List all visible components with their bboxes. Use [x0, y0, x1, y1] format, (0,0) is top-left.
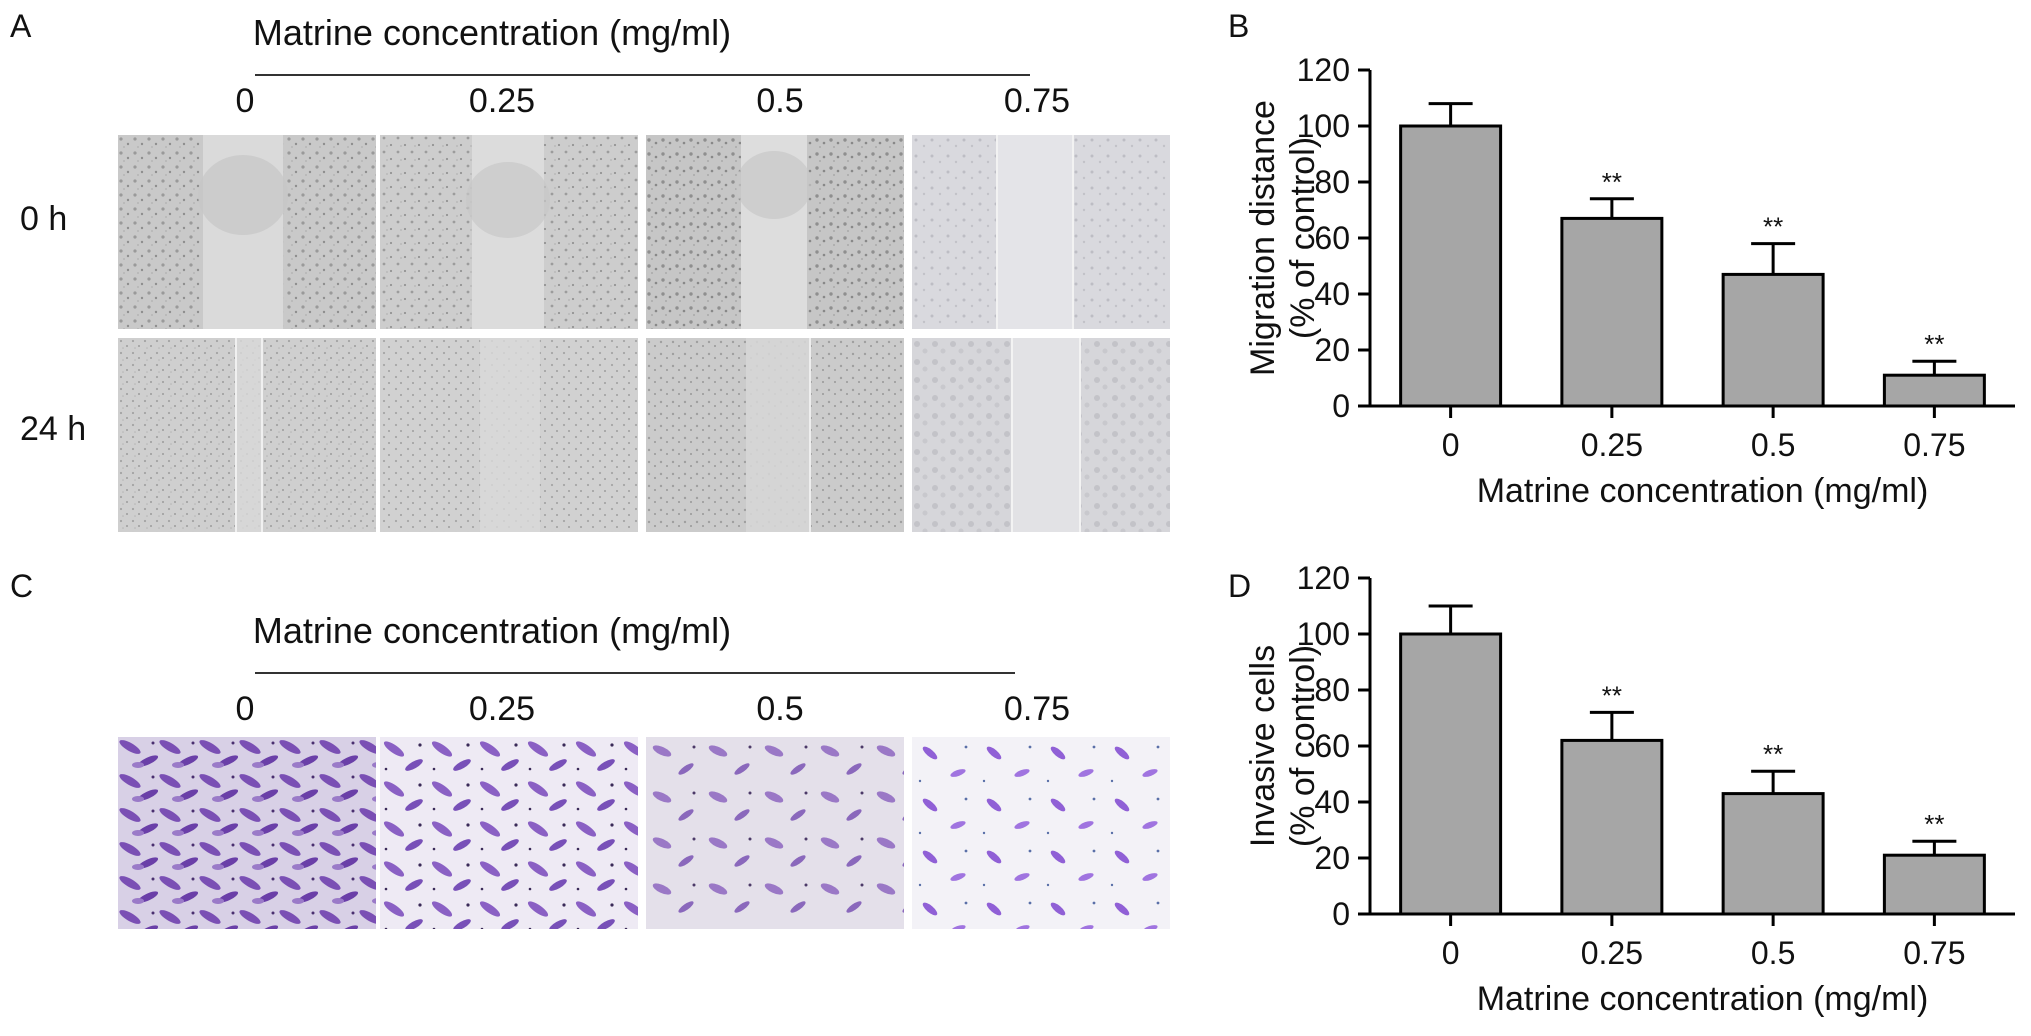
invasion-ytick-label-3: 60 [1314, 728, 1350, 764]
wound-image-24h-1 [380, 338, 638, 532]
migration-category-label-0: 0 [1442, 427, 1460, 463]
invasion-significance-2: ** [1763, 739, 1783, 769]
migration-ytick-label-1: 20 [1314, 332, 1350, 368]
invasion-significance-3: ** [1924, 809, 1944, 839]
panel-a-conc-1: 0.25 [468, 82, 536, 120]
migration-ytick-label-2: 40 [1314, 276, 1350, 312]
migration-category-label-1: 0.25 [1581, 427, 1643, 463]
migration-ytick-label-6: 120 [1297, 52, 1350, 88]
panel-a-conc-2: 0.5 [756, 82, 804, 120]
migration-y-axis-label-line-1: Migration distance [1244, 100, 1282, 376]
invasion-image-0 [118, 737, 376, 929]
panel-c-conc-3: 0.75 [1003, 690, 1071, 728]
invasion-category-label-0: 0 [1442, 935, 1460, 971]
migration-significance-2: ** [1763, 212, 1783, 242]
panel-c-heading-rule [255, 672, 1015, 674]
migration-category-label-2: 0.5 [1751, 427, 1795, 463]
invasion-bar-1 [1560, 738, 1664, 916]
migration-y-axis-label: Migration distance (% of control) [1244, 100, 1322, 376]
wound-image-24h-2 [646, 338, 904, 532]
wound-image-0h-2 [646, 135, 904, 329]
invasion-image-1 [380, 737, 638, 929]
panel-c-conc-1: 0.25 [468, 690, 536, 728]
panel-letter-a: A [10, 8, 32, 44]
wound-image-0h-3 [912, 135, 1170, 329]
invasion-ytick-label-2: 40 [1314, 784, 1350, 820]
migration-ytick-label-3: 60 [1314, 220, 1350, 256]
invasion-bar-3 [1882, 853, 1986, 916]
invasion-image-2 [646, 737, 904, 929]
panel-letter-b: B [1228, 8, 1250, 44]
migration-x-axis-label: Matrine concentration (mg/ml) [1477, 472, 1929, 510]
invasion-ytick-label-6: 120 [1297, 560, 1350, 596]
migration-bar-2 [1721, 272, 1825, 408]
migration-ytick-label-0: 0 [1332, 388, 1350, 424]
migration-ytick-label-5: 100 [1297, 108, 1350, 144]
migration-bar-1 [1560, 216, 1664, 408]
panel-c-heading: Matrine concentration (mg/ml) [252, 610, 732, 651]
chart-invasive-cells: 0 20 40 60 80 100 120 0 ** 0.25 ** 0.5 ** 0.75 Matrine… [1244, 560, 2015, 1018]
wound-image-0h-1 [380, 135, 638, 329]
invasion-x-axis-label: Matrine concentration (mg/ml) [1477, 980, 1929, 1018]
chart-migration-distance: 0 20 40 60 80 100 120 0 ** 0.25 ** 0.5 ** 0.75 Matrine… [1244, 52, 2015, 510]
panel-c-conc-2: 0.5 [756, 690, 804, 728]
panel-a-heading: Matrine concentration (mg/ml) [252, 12, 732, 53]
invasion-image-3 [912, 737, 1170, 929]
panel-letter-d: D [1228, 568, 1252, 604]
migration-y-axis-label-line-2: (% of control) [1284, 137, 1322, 339]
migration-significance-3: ** [1924, 329, 1944, 359]
migration-category-label-3: 0.75 [1903, 427, 1965, 463]
invasion-ytick-label-5: 100 [1297, 616, 1350, 652]
invasion-category-label-3: 0.75 [1903, 935, 1965, 971]
panel-c-conc-0: 0 [235, 690, 255, 728]
invasion-significance-1: ** [1602, 680, 1622, 710]
wound-image-24h-3 [912, 338, 1170, 532]
invasion-ytick-label-0: 0 [1332, 896, 1350, 932]
invasion-ytick-label-1: 20 [1314, 840, 1350, 876]
invasion-y-axis-label: Invasive cells (% of control) [1244, 645, 1322, 847]
wound-image-24h-0 [118, 338, 376, 532]
panel-a-heading-rule [255, 74, 1030, 76]
migration-significance-1: ** [1602, 167, 1622, 197]
panel-a-row-label-24h: 24 h [20, 410, 87, 448]
panel-a-row-label-0h: 0 h [20, 200, 68, 238]
panel-letter-c: C [10, 568, 34, 604]
wound-image-0h-0 [118, 135, 376, 329]
migration-bar-0 [1399, 124, 1503, 408]
invasion-bar-0 [1399, 632, 1503, 916]
invasion-y-axis-label-line-2: (% of control) [1284, 645, 1322, 847]
migration-bar-3 [1882, 373, 1986, 408]
invasion-category-label-2: 0.5 [1751, 935, 1795, 971]
invasion-category-label-1: 0.25 [1581, 935, 1643, 971]
invasion-y-axis-label-line-1: Invasive cells [1244, 645, 1282, 847]
panel-a-conc-0: 0 [235, 82, 255, 120]
invasion-bar-2 [1721, 792, 1825, 916]
panel-a-conc-3: 0.75 [1003, 82, 1071, 120]
invasion-ytick-label-4: 80 [1314, 672, 1350, 708]
migration-ytick-label-4: 80 [1314, 164, 1350, 200]
